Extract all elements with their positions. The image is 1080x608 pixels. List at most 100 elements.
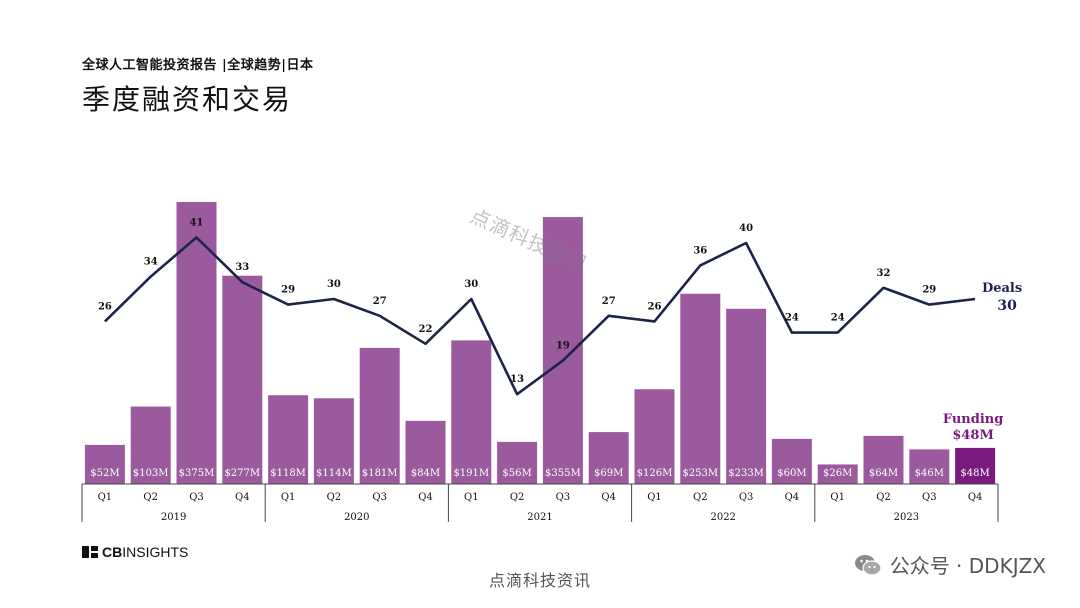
funding-bar-label: $375M xyxy=(179,468,215,479)
quarter-tick-label: Q1 xyxy=(647,492,662,503)
quarter-tick-label: Q2 xyxy=(510,492,525,503)
quarter-tick-label: Q2 xyxy=(876,492,891,503)
funding-bar-label: $84M xyxy=(411,468,440,479)
deals-point-label: 13 xyxy=(510,374,524,385)
deals-line xyxy=(103,236,976,396)
funding-bar-label: $277M xyxy=(224,468,260,479)
quarter-tick-label: Q2 xyxy=(143,492,158,503)
funding-bar-label: $253M xyxy=(682,468,718,479)
year-tick-label: 2021 xyxy=(527,512,552,523)
funding-bar-label: $118M xyxy=(270,468,306,479)
funding-bar-label: $64M xyxy=(869,468,898,479)
quarter-tick-label: Q4 xyxy=(785,492,800,503)
funding-bar xyxy=(451,340,492,484)
funding-bar-label: $46M xyxy=(915,468,944,479)
funding-bar-label: $52M xyxy=(90,468,119,479)
year-tick-label: 2022 xyxy=(710,512,735,523)
funding-bar xyxy=(909,449,950,484)
brand-name: INSIGHTS xyxy=(122,544,189,560)
deals-point-label: 27 xyxy=(373,296,387,307)
quarter-tick-label: Q3 xyxy=(556,492,571,503)
deals-legend-label: Deals xyxy=(982,281,1022,296)
quarter-tick-label: Q1 xyxy=(464,492,479,503)
deals-point-label: 27 xyxy=(602,296,616,307)
funding-bar xyxy=(268,395,309,484)
quarter-tick-label: Q3 xyxy=(739,492,754,503)
funding-bar-label: $126M xyxy=(637,468,673,479)
quarter-tick-label: Q3 xyxy=(372,492,387,503)
report-subtitle: 全球人工智能投资报告 |全球趋势|日本 xyxy=(82,58,314,73)
funding-legend-value: $48M xyxy=(952,428,994,443)
deals-point-label: 29 xyxy=(922,285,936,296)
funding-bar-label: $191M xyxy=(453,468,489,479)
deals-point-label: 41 xyxy=(190,217,204,228)
quarter-tick-label: Q2 xyxy=(327,492,342,503)
deals-point-label: 19 xyxy=(556,341,570,352)
funding-bar xyxy=(588,432,629,484)
funding-bar xyxy=(222,275,263,484)
cbinsights-mark-icon xyxy=(82,546,98,558)
quarter-tick-label: Q4 xyxy=(418,492,433,503)
deals-point-label: 32 xyxy=(877,268,891,279)
deals-point-label: 24 xyxy=(785,313,799,324)
deals-point-label: 40 xyxy=(739,223,753,234)
deals-point-label: 26 xyxy=(648,301,662,312)
year-tick-label: 2023 xyxy=(894,512,919,523)
quarter-tick-label: Q3 xyxy=(922,492,937,503)
deals-point-label: 26 xyxy=(98,301,112,312)
funding-bar-label: $103M xyxy=(133,468,169,479)
funding-deals-chart: $52M $103M $375M $277M $118M $114M $181M $84M $1… xyxy=(81,202,1022,523)
year-tick-label: 2020 xyxy=(344,512,369,523)
funding-bar-label: $60M xyxy=(777,468,806,479)
page-title: 季度融资和交易 xyxy=(82,83,293,116)
deals-point-label: 34 xyxy=(144,257,158,268)
funding-bar xyxy=(130,406,171,484)
deals-legend-value: 30 xyxy=(997,298,1017,314)
funding-bar xyxy=(771,438,812,484)
quarter-tick-label: Q4 xyxy=(601,492,616,503)
funding-bar-label: $26M xyxy=(823,468,852,479)
deals-point-label: 22 xyxy=(419,324,433,335)
quarter-tick-label: Q3 xyxy=(189,492,204,503)
quarter-tick-label: Q1 xyxy=(830,492,845,503)
funding-bar-label: $114M xyxy=(316,468,352,479)
deals-point-label: 33 xyxy=(235,262,249,273)
wechat-account-label: 公众号 · DDKJZX xyxy=(889,554,1046,578)
funding-legend-label: Funding xyxy=(943,412,1003,427)
funding-bar xyxy=(542,217,583,485)
quarter-tick-label: Q2 xyxy=(693,492,708,503)
footer-caption: 点滴科技资讯 xyxy=(488,571,591,590)
funding-bar xyxy=(680,293,721,484)
quarter-tick-label: Q1 xyxy=(281,492,296,503)
funding-bar xyxy=(313,398,354,484)
wechat-account: 公众号 · DDKJZX xyxy=(854,550,1046,579)
funding-bar xyxy=(497,441,538,484)
funding-bar-label: $355M xyxy=(545,468,581,479)
funding-bar xyxy=(955,447,996,484)
funding-bar-label: $48M xyxy=(960,468,989,479)
quarter-tick-label: Q4 xyxy=(235,492,250,503)
funding-bar-label: $69M xyxy=(594,468,623,479)
funding-bar xyxy=(359,347,400,484)
deals-point-label: 29 xyxy=(281,285,295,296)
quarter-tick-label: Q4 xyxy=(968,492,983,503)
funding-bar xyxy=(176,202,217,484)
brand-prefix: CB xyxy=(102,544,123,560)
deals-point-label: 30 xyxy=(464,279,478,290)
funding-bar-label: $56M xyxy=(502,468,531,479)
funding-bar xyxy=(726,308,767,484)
deals-point-label: 24 xyxy=(831,313,845,324)
cbinsights-logo: CBINSIGHTS xyxy=(82,544,188,560)
year-tick-label: 2019 xyxy=(161,512,186,523)
funding-bar-label: $181M xyxy=(362,468,398,479)
wechat-icon xyxy=(854,554,882,576)
funding-bar xyxy=(863,435,904,484)
funding-bar xyxy=(634,389,675,484)
deals-point-label: 30 xyxy=(327,279,341,290)
funding-bar-label: $233M xyxy=(728,468,764,479)
funding-bar xyxy=(405,420,446,484)
deals-point-label: 36 xyxy=(693,245,707,256)
funding-bar xyxy=(817,464,858,484)
quarter-tick-label: Q1 xyxy=(98,492,113,503)
funding-bar xyxy=(84,444,125,484)
